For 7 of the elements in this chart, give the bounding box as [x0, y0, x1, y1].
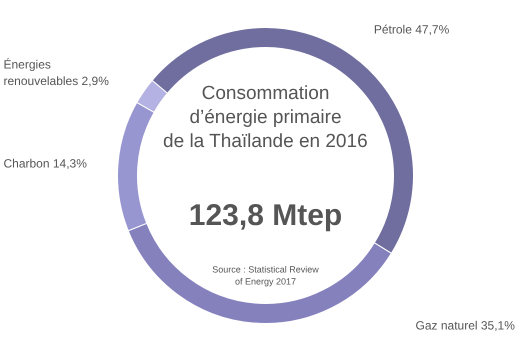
slice-label: Gaz naturel 35,1% [416, 318, 516, 332]
text: 123,8 Mtep [188, 199, 342, 232]
slice-label: Charbon 14,3% [4, 156, 88, 171]
text: Consommation d’énergie primaire de la Thaïlande en 2016 [163, 82, 368, 152]
slice-label: Pétrole 47,7% [374, 22, 450, 37]
source-note: Source : Statistical Review of Energy 2017 [212, 264, 320, 286]
slice-label: Énergies renouvelables 2,9% [4, 57, 110, 88]
